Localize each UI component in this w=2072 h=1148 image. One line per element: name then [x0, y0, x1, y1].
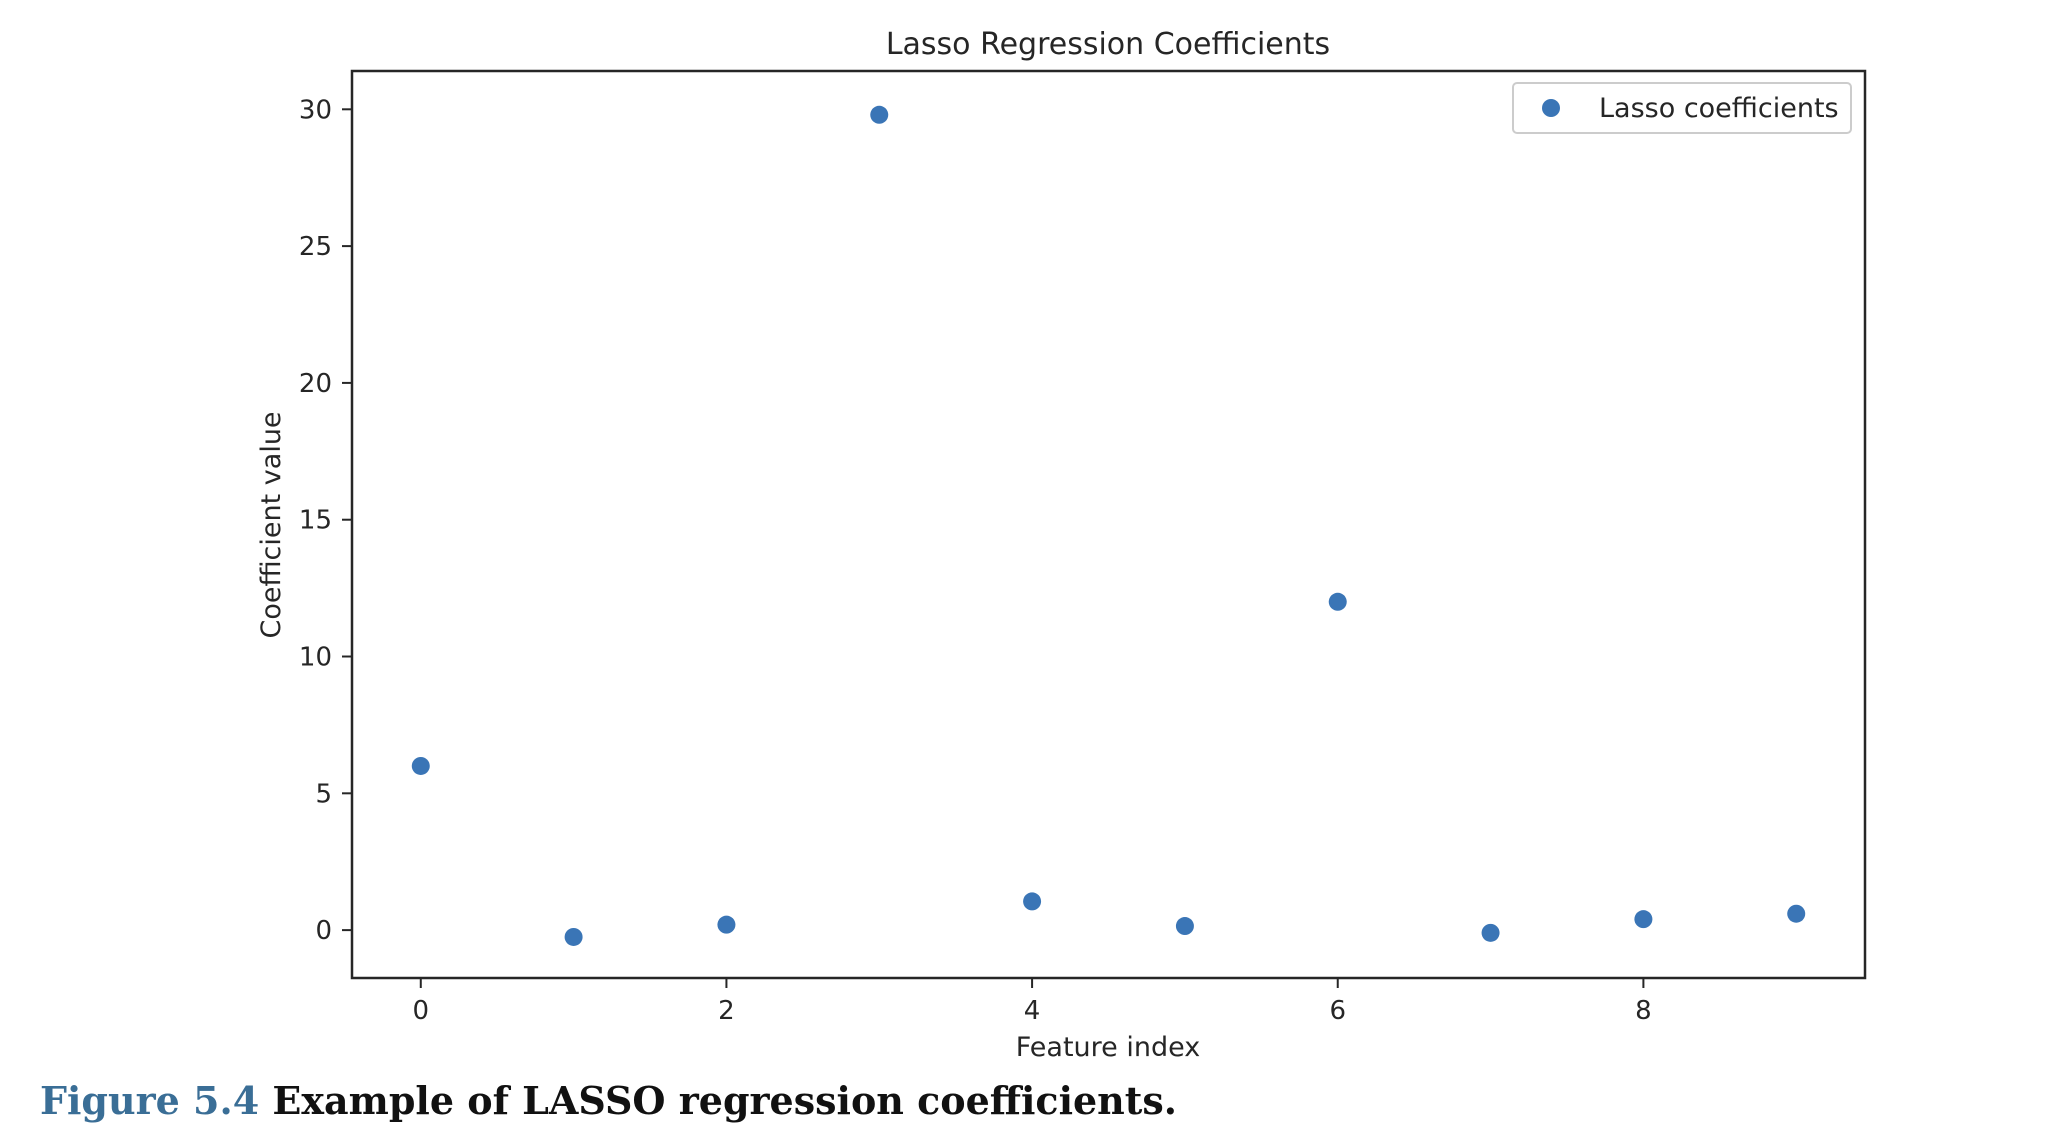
figure-caption-text: Example of LASSO regression coefficients… — [272, 1078, 1177, 1123]
legend-label: Lasso coefficients — [1599, 93, 1839, 124]
x-tick-label: 4 — [1024, 996, 1041, 1026]
data-point — [411, 756, 430, 775]
x-axis-label: Feature index — [1016, 1032, 1200, 1063]
data-point — [1481, 923, 1500, 942]
y-tick-label: 25 — [299, 232, 332, 262]
data-point — [1023, 892, 1042, 911]
y-tick-label: 0 — [315, 916, 332, 946]
plot-frame — [350, 69, 1867, 980]
scatter-chart: Lasso Regression Coefficients 0 2 4 6 8 0 5 10 1… — [256, 27, 1867, 1063]
y-tick-label: 5 — [315, 779, 332, 809]
legend-marker — [1542, 99, 1560, 117]
figure-label: Figure 5.4 — [40, 1078, 260, 1123]
y-tick-label: 30 — [299, 95, 332, 125]
chart-title: Lasso Regression Coefficients — [886, 27, 1330, 62]
axis-ticks: 0 2 4 6 8 0 5 10 15 20 25 30 — [299, 95, 1652, 1026]
legend-box — [1512, 82, 1852, 134]
data-point — [870, 105, 889, 124]
y-tick-label: 10 — [299, 643, 332, 673]
x-tick-label: 6 — [1329, 996, 1346, 1026]
data-point — [1175, 917, 1194, 936]
x-tick-label: 2 — [718, 996, 735, 1026]
y-tick-label: 20 — [299, 369, 332, 399]
data-point — [1634, 910, 1653, 929]
figure-caption: Figure 5.4 Example of LASSO regression c… — [40, 1078, 1177, 1123]
data-point — [1328, 592, 1347, 611]
x-tick-label: 0 — [412, 996, 429, 1026]
data-point — [564, 927, 583, 946]
x-tick-label: 8 — [1635, 996, 1652, 1026]
data-point — [1787, 904, 1806, 923]
data-point — [717, 915, 736, 934]
data-points — [411, 105, 1806, 946]
y-tick-label: 15 — [299, 506, 332, 536]
legend: Lasso coefficients — [1512, 82, 1852, 134]
y-axis-label: Coefficient value — [256, 411, 287, 638]
